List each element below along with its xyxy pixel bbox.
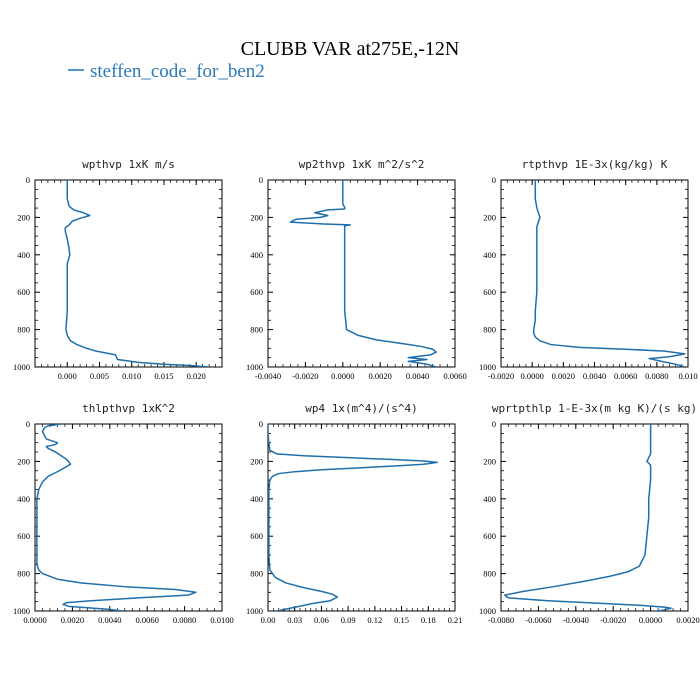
x-tick-label: 0.0000 [23,615,46,625]
x-tick-label: 0.0040 [406,371,429,381]
y-tick-label: 800 [250,325,263,335]
panel-5-series-line [268,424,438,611]
y-tick-label: 0 [26,419,30,429]
x-tick-label: 0.0040 [98,615,121,625]
panel-2-series-line [289,180,438,367]
x-tick-label: -0.0060 [525,615,551,625]
x-tick-label: -0.0020 [292,371,318,381]
x-tick-label: 0.21 [448,615,463,625]
x-tick-label: 0.0000 [520,371,543,381]
x-tick-label: -0.0040 [255,371,281,381]
panel-5-title: wp4 1x(m^4)/(s^4) [305,402,418,415]
panel-6-title: wprtpthlp 1-E-3x(m kg K)/(s kg) [492,402,697,415]
x-tick-label: -0.0040 [563,615,589,625]
y-tick-label: 800 [483,569,496,579]
panel-2-title: wp2thvp 1xK m^2/s^2 [299,158,425,171]
y-tick-label: 800 [17,569,30,579]
y-tick-label: 1000 [479,606,496,616]
y-tick-label: 200 [483,456,496,466]
y-tick-label: 0 [492,175,496,185]
x-tick-label: 0.18 [421,615,436,625]
x-tick-label: 0.0000 [639,615,662,625]
y-tick-label: 0 [26,175,30,185]
x-tick-label: 0.015 [154,371,173,381]
y-tick-label: 400 [250,494,263,504]
y-tick-label: 400 [483,250,496,260]
y-tick-label: 600 [17,287,30,297]
x-tick-label: 0.010 [678,371,697,381]
panel-1-title: wpthvp 1xK m/s [82,158,175,171]
y-tick-label: 600 [250,287,263,297]
x-tick-label: 0.010 [122,371,141,381]
panel-1-series-line [64,180,210,367]
x-tick-label: 0.09 [341,615,356,625]
figure-legend: steffen_code_for_ben2 [68,61,265,82]
y-tick-label: 400 [483,494,496,504]
panel-4-series-line [36,424,197,611]
y-tick-label: 0 [259,175,263,185]
y-tick-label: 1000 [246,362,263,372]
y-tick-label: 400 [17,494,30,504]
x-tick-label: 0.0000 [331,371,354,381]
x-tick-label: 0.0060 [136,615,159,625]
y-tick-label: 200 [483,212,496,222]
x-tick-label: 0.06 [314,615,329,625]
y-tick-label: 400 [17,250,30,260]
x-tick-label: 0.005 [90,371,109,381]
y-tick-label: 200 [250,212,263,222]
x-tick-label: 0.0040 [583,371,606,381]
panel-4-title: thlpthvp 1xK^2 [82,402,175,415]
x-tick-label: 0.0020 [61,615,84,625]
x-tick-label: 0.0080 [645,371,668,381]
y-tick-label: 400 [250,250,263,260]
x-tick-label: -0.0020 [600,615,626,625]
x-tick-label: 0.00 [261,615,276,625]
x-tick-label: 0.0020 [676,615,699,625]
y-tick-label: 600 [483,531,496,541]
y-tick-label: 200 [17,456,30,466]
x-tick-label: 0.0020 [369,371,392,381]
x-tick-label: 0.0060 [443,371,466,381]
panel-6: wprtpthlp 1-E-3x(m kg K)/(s kg) 0 200 400 60… [479,402,700,625]
x-tick-label: 0.020 [187,371,206,381]
panel-3-series-line [532,180,686,367]
y-tick-label: 600 [250,531,263,541]
y-tick-label: 600 [17,531,30,541]
x-tick-label: 0.15 [394,615,409,625]
y-tick-label: 1000 [13,362,30,372]
x-tick-label: 0.000 [58,371,77,381]
panel-3-title: rtpthvp 1E-3x(kg/kg) K [522,158,668,171]
x-tick-label: 0.12 [367,615,382,625]
y-tick-label: 1000 [246,606,263,616]
y-tick-label: 600 [483,287,496,297]
y-tick-label: 200 [17,212,30,222]
y-tick-label: 200 [250,456,263,466]
panel-6-series-line [503,424,672,611]
x-tick-label: 0.0100 [210,615,233,625]
y-tick-label: 800 [250,569,263,579]
x-tick-label: -0.0020 [488,371,514,381]
panel-3: rtpthvp 1E-3x(kg/kg) K 0 200 400 600 800 1000-… [479,158,698,381]
y-tick-label: 0 [259,419,263,429]
y-tick-label: 1000 [13,606,30,616]
figure-title: CLUBB VAR at275E,-12N [241,38,460,60]
x-tick-label: 0.0080 [173,615,196,625]
x-tick-label: 0.0060 [614,371,637,381]
y-tick-label: 0 [492,419,496,429]
y-tick-label: 1000 [479,362,496,372]
legend-label: steffen_code_for_ben2 [90,61,265,82]
x-tick-label: 0.03 [287,615,302,625]
panel-2: wp2thvp 1xK m^2/s^202004006008001000-0.0… [246,158,467,381]
x-tick-label: -0.0080 [488,615,514,625]
y-tick-label: 800 [17,325,30,335]
panel-1: wpthvp 1xK m/s 0 200 400 600 800 1000 0.000 0.00… [13,158,223,381]
y-tick-label: 800 [483,325,496,335]
x-tick-label: 0.0020 [552,371,575,381]
